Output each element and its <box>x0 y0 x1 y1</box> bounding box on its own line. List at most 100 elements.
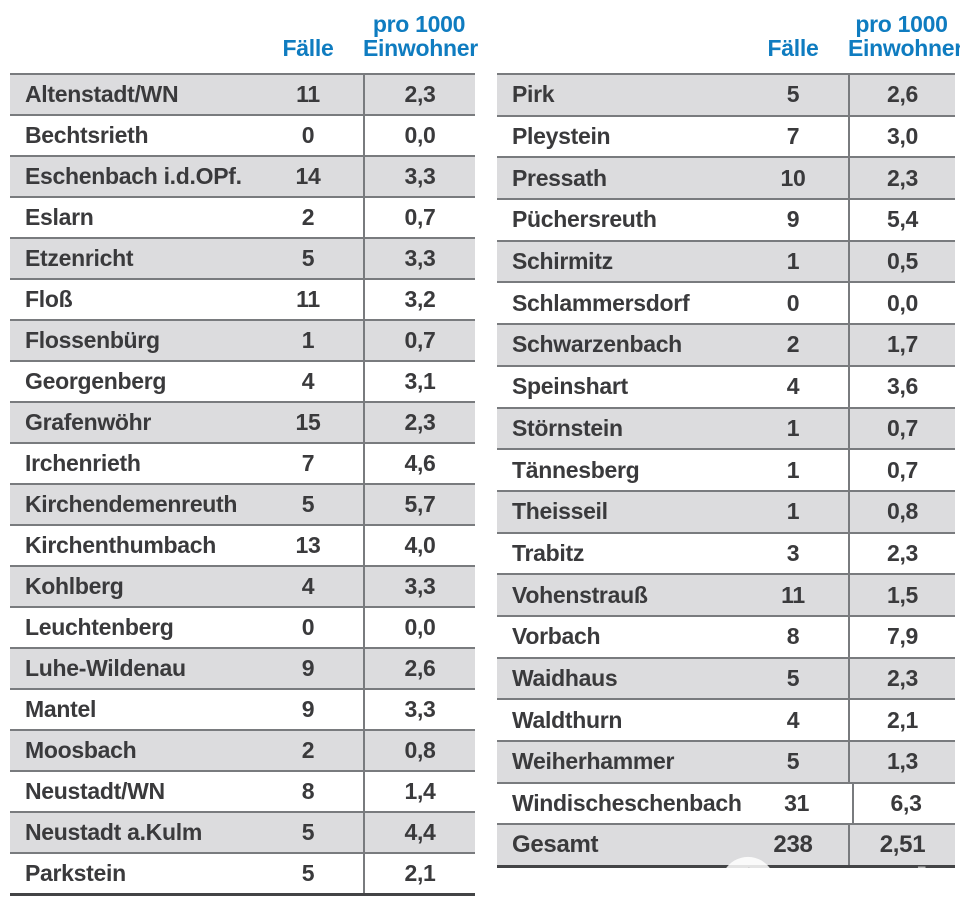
per-1000-value: 2,3 <box>848 158 955 199</box>
municipality-name: Speinshart <box>512 373 628 400</box>
cases-value: 15 <box>295 409 321 435</box>
cases-value: 2 <box>301 737 315 763</box>
municipality-name: Vorbach <box>512 623 601 650</box>
per-1000-header-line2: Einwohner <box>363 35 478 61</box>
table-row: Tännesberg 1 0,7 <box>497 448 955 490</box>
municipality-name: Altenstadt/WN <box>25 81 179 107</box>
cases-value: 10 <box>780 164 806 191</box>
table-row: Vohenstrauß 11 1,5 <box>497 573 955 615</box>
table-row: Eslarn 2 0,7 <box>10 196 475 237</box>
table-row: Theisseil 1 0,8 <box>497 489 955 532</box>
table-row: Kirchenthumbach 13 4,0 <box>10 524 475 565</box>
cases-value: 1 <box>786 414 800 441</box>
table-row: Kirchendemenreuth 5 5,7 <box>10 483 475 524</box>
municipality-name: Pressath <box>512 164 607 191</box>
municipality-name: Waldthurn <box>512 706 623 733</box>
table-row: Pleystein 7 3,0 <box>497 114 955 157</box>
total-cases-value: 238 <box>773 831 813 859</box>
per-1000-header-line2: Einwohner <box>848 35 960 61</box>
table-row: Eschenbach i.d.OPf. 14 3,3 <box>10 155 475 196</box>
table-row: Weiherhammer 5 1,3 <box>497 740 955 782</box>
municipality-name: Leuchtenberg <box>25 614 174 640</box>
cases-value: 9 <box>301 696 315 722</box>
per-1000-value: 2,3 <box>848 658 955 699</box>
per-1000-value: 3,0 <box>848 116 955 157</box>
per-1000-value: 5,4 <box>848 200 955 240</box>
per-1000-value: 1,3 <box>848 742 955 782</box>
cases-value: 3 <box>786 539 800 566</box>
cases-column-header: Fälle <box>282 35 334 61</box>
cases-value: 14 <box>295 163 321 189</box>
cases-value: 13 <box>295 532 321 558</box>
total-label: Gesamt <box>512 831 599 859</box>
table-row: Trabitz 3 2,3 <box>497 531 955 574</box>
per-1000-value: 3,3 <box>363 690 475 729</box>
table-row: Altenstadt/WN 11 2,3 <box>10 73 475 114</box>
cases-value: 5 <box>786 81 800 108</box>
per-1000-value: 5,7 <box>363 485 475 524</box>
municipality-name: Flossenbürg <box>25 327 160 353</box>
cases-value: 1 <box>301 327 315 353</box>
municipality-name: Theisseil <box>512 498 608 525</box>
cases-value: 9 <box>301 655 315 681</box>
table-row: Grafenwöhr 15 2,3 <box>10 401 475 442</box>
cases-value: 11 <box>296 286 320 312</box>
per-1000-value: 2,1 <box>848 700 955 740</box>
municipality-name: Neustadt/WN <box>25 778 165 804</box>
municipality-name: Eslarn <box>25 204 94 230</box>
per-1000-column-header: pro 1000 Einwohner <box>363 12 478 61</box>
per-1000-value: 3,3 <box>363 157 475 196</box>
table-row: Parkstein 5 2,1 <box>10 852 475 893</box>
cases-value: 11 <box>781 581 805 608</box>
per-1000-value: 0,7 <box>848 408 955 449</box>
per-1000-value: 3,3 <box>363 239 475 278</box>
per-1000-value: 1,5 <box>848 575 955 615</box>
cases-value: 0 <box>301 614 315 640</box>
per-1000-value: 3,6 <box>848 366 955 407</box>
municipality-name: Eschenbach i.d.OPf. <box>25 163 242 189</box>
cases-value: 4 <box>786 706 800 733</box>
per-1000-value: 1,7 <box>848 325 955 365</box>
table-row: Flossenbürg 1 0,7 <box>10 319 475 360</box>
table-row: Püchersreuth 9 5,4 <box>497 198 955 240</box>
cases-value: 2 <box>786 331 800 358</box>
cases-value: 8 <box>301 778 315 804</box>
table-row: Etzenricht 5 3,3 <box>10 237 475 278</box>
cases-value: 5 <box>301 819 315 845</box>
per-1000-value: 6,3 <box>851 783 959 824</box>
municipality-name: Parkstein <box>25 860 126 886</box>
table-row: Georgenberg 4 3,1 <box>10 360 475 401</box>
municipality-name: Kohlberg <box>25 573 124 599</box>
table-row: Pressath 10 2,3 <box>497 156 955 199</box>
municipality-name: Störnstein <box>512 414 623 441</box>
municipality-name: Grafenwöhr <box>25 409 152 435</box>
municipality-name: Floß <box>25 286 73 312</box>
municipality-name: Etzenricht <box>25 245 134 271</box>
table-row: Störnstein 1 0,7 <box>497 406 955 449</box>
municipality-name: Moosbach <box>25 737 137 763</box>
cases-value: 4 <box>301 573 315 599</box>
per-1000-value: 0,7 <box>848 450 955 490</box>
municipality-name: Trabitz <box>512 539 585 566</box>
per-1000-value: 2,1 <box>363 854 475 893</box>
table-row: Leuchtenberg 0 0,0 <box>10 606 475 647</box>
table-row: Bechtsrieth 0 0,0 <box>10 114 475 155</box>
cases-value: 5 <box>301 245 315 271</box>
municipality-name: Vohenstrauß <box>512 581 648 608</box>
table-row: Windischeschenbach 31 6,3 <box>497 781 955 824</box>
table-row: Schlammersdorf 0 0,0 <box>497 281 955 324</box>
cases-value: 9 <box>786 206 800 233</box>
municipality-name: Mantel <box>25 696 97 722</box>
cases-value: 4 <box>301 368 315 394</box>
per-1000-value: 4,0 <box>363 526 475 565</box>
table-row: Neustadt a.Kulm 5 4,4 <box>10 811 475 852</box>
municipality-name: Georgenberg <box>25 368 167 394</box>
cases-value: 11 <box>296 81 320 107</box>
municipality-name: Windischeschenbach <box>512 790 742 817</box>
cases-value: 1 <box>786 248 800 275</box>
municipality-name: Luhe-Wildenau <box>25 655 186 681</box>
per-1000-value: 3,1 <box>363 362 475 401</box>
per-1000-value: 0,0 <box>363 116 475 155</box>
municipality-name: Schwarzenbach <box>512 331 682 358</box>
